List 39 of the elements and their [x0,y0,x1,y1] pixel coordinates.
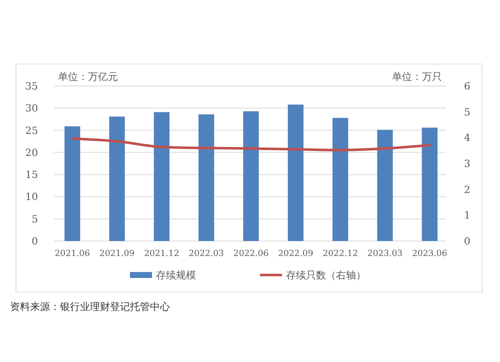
x-tick-label: 2022.03 [188,249,224,259]
x-tick-label: 2021.09 [99,249,135,259]
line-series [71,137,431,152]
y-tick-label: 10 [25,192,38,204]
y2-tick-label: 3 [464,159,470,170]
x-tick-label: 2023.06 [412,249,448,259]
x-tick-label: 2022.09 [278,249,314,259]
x-tick-label: 2021.06 [54,249,90,259]
y-tick-label: 30 [25,104,38,115]
y2-axis-title: 单位：万只 [392,71,442,83]
y-tick-label: 35 [25,82,38,92]
legend-label: 存续规模 [156,270,196,282]
bar [154,112,170,241]
y-tick-label: 5 [32,214,38,226]
bar [198,114,214,241]
y-tick-label: 0 [32,236,38,248]
x-tick-label: 2021.12 [144,249,180,259]
bar [109,116,125,241]
y2-tick-label: 6 [464,82,470,92]
bar [288,104,304,241]
x-tick-label: 2022.06 [233,249,269,259]
y-tick-label: 25 [25,126,38,137]
y2-tick-label: 1 [464,210,470,222]
text: 资料来源：银行业理财登记托管中心 [10,301,170,313]
legend-label: 存续只数（右轴） [286,270,366,282]
y2-tick-label: 2 [464,184,470,196]
bar [243,111,259,241]
x-tick-label: 2023.03 [367,249,403,259]
y2-tick-label: 0 [464,236,470,248]
bar [377,130,393,241]
bar [332,118,348,241]
y-tick-label: 15 [25,170,38,182]
bar [422,128,438,241]
bar [64,126,80,241]
y-tick-label: 20 [25,148,38,159]
y2-tick-label: 5 [464,107,470,118]
y-axis-title: 单位：万亿元 [58,71,118,83]
y2-tick-label: 4 [464,133,470,144]
x-tick-label: 2022.12 [322,249,358,259]
